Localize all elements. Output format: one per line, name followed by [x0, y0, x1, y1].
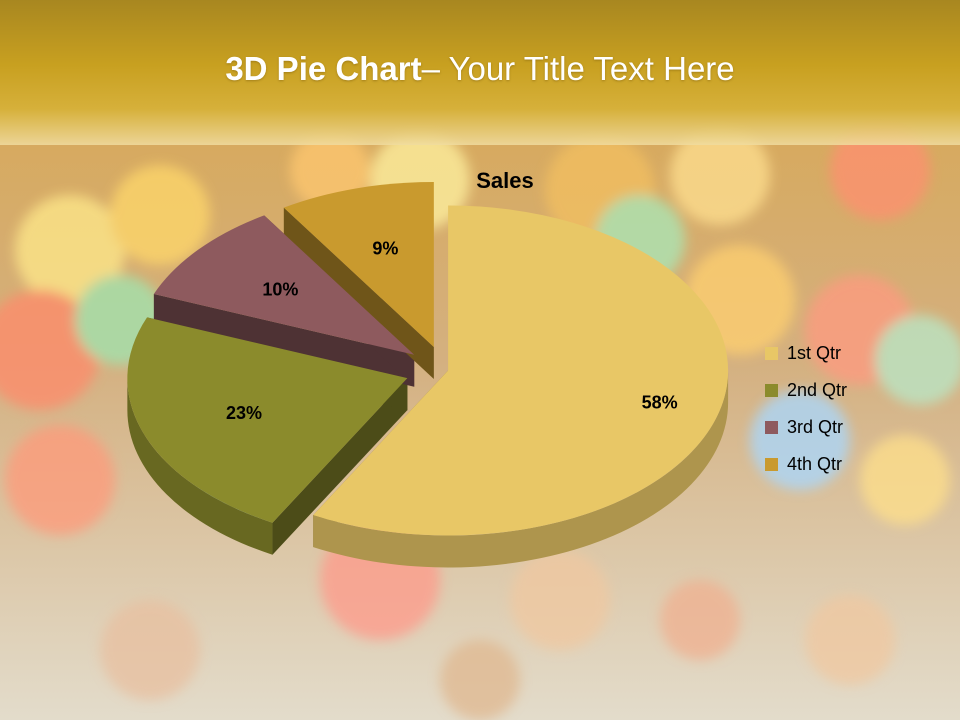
legend-label: 3rd Qtr — [787, 417, 844, 437]
legend-swatch — [765, 458, 778, 471]
legend-label: 4th Qtr — [787, 454, 843, 474]
legend-item: 2nd Qtr — [765, 372, 847, 409]
pie-tops — [127, 181, 729, 536]
legend-item: 3rd Qtr — [765, 409, 847, 446]
legend-item: 4th Qtr — [765, 446, 847, 483]
pie-slice — [313, 205, 729, 536]
pie-slice-wall — [283, 207, 434, 379]
pie-slice-rim — [313, 370, 729, 568]
pie-slice — [283, 181, 434, 347]
slide-title: 3D Pie Chart– Your Title Text Here — [0, 50, 960, 88]
pie-slice-wall — [153, 293, 415, 387]
pie-slice — [153, 215, 415, 355]
slide-title-bold: 3D Pie Chart — [225, 50, 422, 87]
legend-swatch — [765, 384, 778, 397]
legend-label: 2nd Qtr — [787, 380, 848, 400]
pie-data-label: 10% — [262, 279, 298, 299]
title-banner — [0, 0, 960, 145]
pie-labels: 58% 23% 10% 9% — [226, 239, 678, 423]
pie-data-label: 58% — [642, 392, 678, 412]
chart-legend: 1st Qtr 2nd Qtr 3rd Qtr 4th Qtr — [765, 335, 847, 483]
legend-swatch — [765, 421, 778, 434]
legend-label: 1st Qtr — [787, 343, 842, 363]
legend-item: 1st Qtr — [765, 335, 847, 372]
pie-slice — [127, 317, 408, 523]
pie-data-label: 9% — [372, 239, 398, 259]
legend-swatch — [765, 347, 778, 360]
pie-slice-rim — [127, 378, 273, 555]
pie-data-label: 23% — [226, 403, 262, 423]
pie-slice-wall — [272, 378, 408, 555]
chart-title: Sales — [476, 168, 534, 193]
slide-title-rest: – Your Title Text Here — [421, 50, 735, 87]
